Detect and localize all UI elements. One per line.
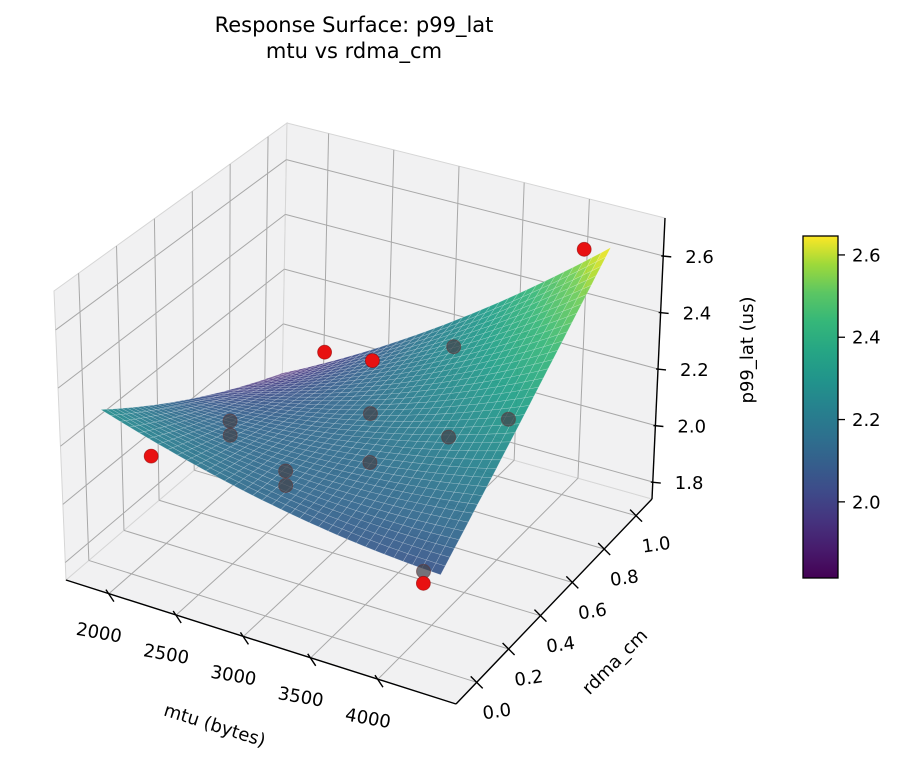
- red-outlier-point: [364, 353, 380, 368]
- y-tick-label: 0.2: [513, 666, 544, 691]
- tick-mark: [172, 610, 182, 624]
- grid-line: [57, 213, 286, 389]
- grid-line: [285, 213, 661, 313]
- x-tick-label: 2500: [142, 640, 191, 669]
- surface-cell: [519, 395, 535, 408]
- tick-mark: [105, 589, 115, 603]
- z-axis-spine: [651, 217, 666, 500]
- tick-mark: [502, 642, 516, 656]
- x-axis-label: mtu (bytes): [161, 700, 268, 752]
- gray-sample-point: [362, 454, 378, 470]
- grid-line: [55, 159, 287, 331]
- y-tick-label: 0.8: [609, 566, 640, 591]
- chart-title-line1: Response Surface: p99_lat: [215, 13, 494, 38]
- surface-cell: [566, 303, 583, 318]
- z-tick-label: 2.2: [680, 360, 709, 381]
- y-axis-label: rdma_cm: [578, 625, 652, 699]
- surface-cell: [440, 545, 455, 558]
- surface-cell: [430, 562, 446, 576]
- colorbar: 2.0 2.2 2.4 2.6: [802, 235, 881, 579]
- red-outlier-point: [317, 344, 333, 360]
- y-tick-label: 0.6: [577, 599, 608, 624]
- tick-mark: [374, 674, 384, 688]
- red-outlier-point: [415, 575, 431, 591]
- surface-cell: [524, 386, 540, 399]
- grid-line: [286, 159, 664, 257]
- grid-line: [116, 245, 125, 531]
- tick-mark: [239, 632, 250, 645]
- gray-sample-point: [441, 429, 457, 445]
- tick-mark: [661, 255, 672, 258]
- surface-cell: [576, 284, 592, 300]
- tick-mark: [653, 424, 664, 428]
- y-tick-label: 0.0: [481, 699, 512, 724]
- tick-mark: [650, 481, 661, 484]
- grid-line: [263, 136, 269, 411]
- surface-cell: [571, 294, 588, 309]
- tick-mark: [565, 575, 579, 589]
- gray-sample-point: [446, 339, 462, 355]
- gray-sample-point: [222, 413, 238, 429]
- tick-mark: [629, 509, 643, 523]
- z-tick-label: 2.6: [685, 247, 714, 268]
- tick-mark: [658, 311, 669, 315]
- surface-cell: [481, 468, 497, 478]
- grid-line: [153, 218, 160, 501]
- gray-sample-point: [500, 411, 516, 427]
- colorbar-tick-label: 2.0: [852, 492, 881, 513]
- grid-line: [60, 268, 285, 447]
- surface-cell: [543, 349, 559, 363]
- grid-line: [123, 529, 509, 650]
- surface-mesh: [100, 246, 612, 576]
- surface-cell: [453, 520, 469, 532]
- grid-line: [322, 133, 330, 407]
- y-tick-label: 1.0: [641, 533, 672, 558]
- z-tick-label: 1.8: [675, 473, 704, 494]
- z-tick-label: 2.4: [683, 303, 712, 324]
- chart-title-line2: mtu vs rdma_cm: [266, 39, 442, 64]
- y-tick-label: 0.4: [545, 633, 576, 658]
- axis-lines-and-ticks: [65, 217, 672, 705]
- x-tick-label: 3000: [209, 662, 258, 691]
- grid-line: [158, 499, 541, 617]
- grid-line: [88, 559, 477, 683]
- colorbar-tick-label: 2.2: [852, 410, 881, 431]
- x-tick-label: 3500: [276, 683, 325, 712]
- z-axis-label: p99_lat (us): [737, 297, 758, 404]
- surface-cell: [477, 476, 493, 487]
- surface-cell: [500, 432, 516, 443]
- surface-cell: [528, 377, 544, 390]
- red-outlier-point: [576, 241, 592, 257]
- colorbar-tick-label: 2.4: [852, 328, 881, 349]
- colorbar-gradient: [802, 235, 839, 579]
- x-axis-spine: [65, 579, 457, 705]
- gray-sample-point: [362, 406, 378, 422]
- gray-sample-point: [222, 427, 238, 443]
- surface-cell: [505, 423, 521, 434]
- grid-line: [377, 477, 579, 680]
- tick-mark: [597, 542, 611, 556]
- surface-cell: [590, 256, 607, 272]
- gray-sample-point: [278, 463, 294, 479]
- tick-mark: [470, 675, 484, 689]
- x-tick-label: 2000: [74, 619, 123, 648]
- surface-cell: [547, 340, 564, 354]
- colorbar-tick-label: 2.6: [852, 245, 881, 266]
- tick-mark: [533, 609, 547, 623]
- gray-sample-point: [278, 478, 294, 494]
- tick-mark: [655, 368, 667, 371]
- surface-cell: [533, 368, 549, 381]
- z-tick-label: 2.0: [677, 416, 706, 437]
- grid-line: [78, 273, 90, 561]
- x-tick-label: 4000: [344, 704, 393, 733]
- scatter-points: [143, 241, 592, 591]
- red-outlier-point: [143, 448, 159, 464]
- surface-cell: [495, 441, 511, 452]
- tick-mark: [307, 653, 317, 667]
- y-axis-spine: [455, 498, 653, 705]
